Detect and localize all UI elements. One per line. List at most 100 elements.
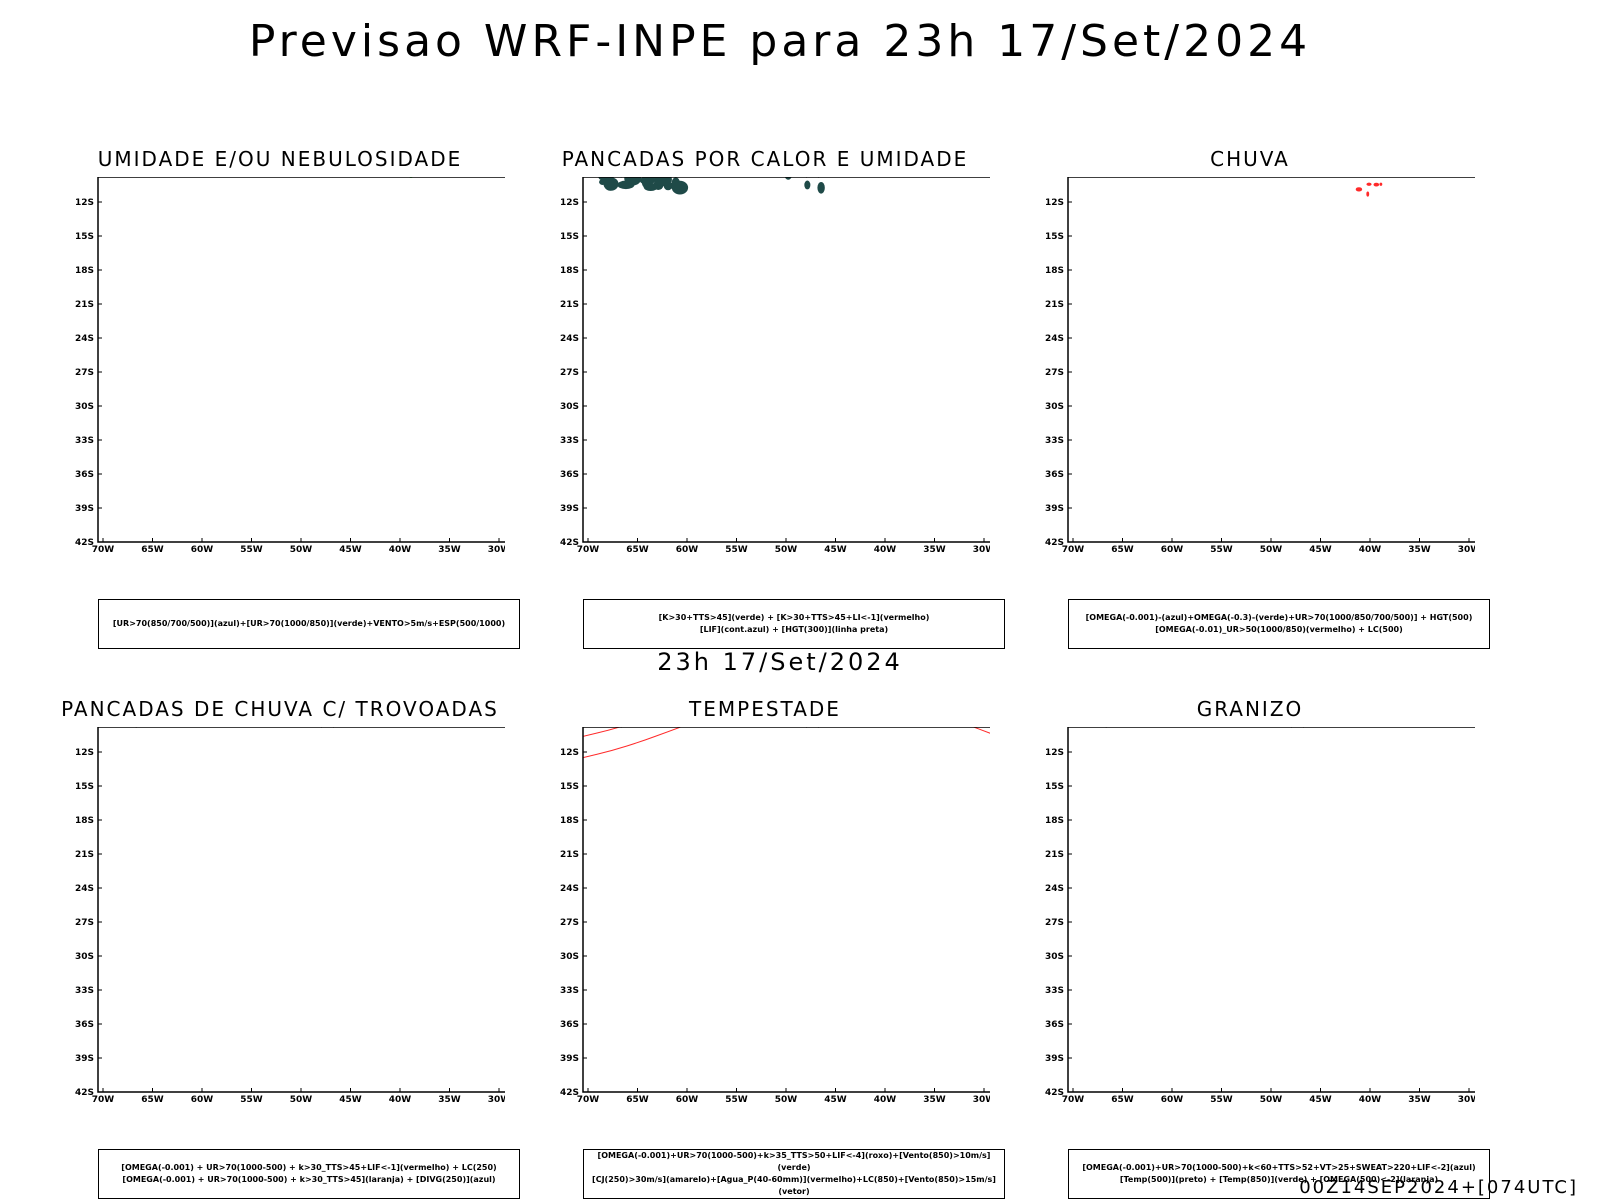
lon-tick-label: 65W xyxy=(141,1095,164,1105)
legend-line: [LIF](cont.azul) + [HGT(300)](linha pret… xyxy=(699,625,889,634)
map-pancadas-calor: 9600952096009600952095209440944093609280… xyxy=(540,177,990,589)
lat-tick-label: 24S xyxy=(560,334,579,344)
lon-tick-label: 35W xyxy=(438,545,461,555)
lat-tick-label: 21S xyxy=(75,850,94,860)
lon-tick-label: 45W xyxy=(824,545,847,555)
lat-tick-label: 30S xyxy=(560,402,579,412)
lat-tick-label: 42S xyxy=(560,1088,579,1098)
lon-tick-label: 55W xyxy=(240,545,263,555)
lat-tick-label: 33S xyxy=(560,986,579,996)
time-subtitle: 23h 17/Set/2024 xyxy=(657,648,903,676)
panel-title: CHUVA xyxy=(1210,147,1290,171)
lat-tick-label: 33S xyxy=(1045,436,1064,446)
lon-tick-label: 40W xyxy=(389,1095,412,1105)
lat-tick-label: 18S xyxy=(560,816,579,826)
legend-line: [OMEGA(-0.001)-(azul)+OMEGA(-0.3)-(verde… xyxy=(1085,613,1473,622)
lat-tick-label: 42S xyxy=(75,1088,94,1098)
lat-tick-label: 27S xyxy=(560,918,579,928)
lat-tick-label: 30S xyxy=(1045,952,1064,962)
lon-tick-label: 65W xyxy=(626,545,649,555)
lat-tick-label: 39S xyxy=(75,504,94,514)
lat-tick-label: 39S xyxy=(1045,1054,1064,1064)
legend-line: [OMEGA(-0.001) + UR>70(1000-500) + k>30_… xyxy=(121,1163,497,1172)
panel-umidade: UMIDADE E/OU NEBULOSIDADE 10121012101210… xyxy=(55,147,520,649)
lon-tick-label: 55W xyxy=(240,1095,263,1105)
lon-tick-label: 55W xyxy=(725,1095,748,1105)
legend-line: [K>30+TTS>45](verde) + [K>30+TTS>45+LI<-… xyxy=(658,613,930,622)
lat-tick-label: 36S xyxy=(1045,470,1064,480)
lon-tick-label: 70W xyxy=(1062,1095,1085,1105)
lon-tick-label: 35W xyxy=(923,545,946,555)
panel-legend: [OMEGA(-0.001)+UR>70(1000-500)+k<60+TTS>… xyxy=(1068,1149,1490,1199)
lon-tick-label: 50W xyxy=(290,1095,313,1105)
legend-line: [OMEGA(-0.001)+UR>70(1000-500)+k>35_TTS>… xyxy=(597,1151,991,1172)
panel-title: TEMPESTADE xyxy=(689,697,841,721)
lat-tick-label: 12S xyxy=(1045,198,1064,208)
lat-tick-label: 33S xyxy=(560,436,579,446)
lat-tick-label: 39S xyxy=(560,1054,579,1064)
main-title: Previsao WRF-INPE para 23h 17/Set/2024 xyxy=(248,16,1312,67)
lat-tick-label: 30S xyxy=(75,952,94,962)
lat-tick-label: 39S xyxy=(1045,504,1064,514)
lon-tick-label: 30W xyxy=(973,1095,990,1105)
lon-tick-label: 70W xyxy=(577,545,600,555)
lon-tick-label: 70W xyxy=(92,1095,115,1105)
panel-legend: [UR>70(850/700/500)](azul)+[UR>70(1000/8… xyxy=(98,599,520,649)
lon-tick-label: 50W xyxy=(1260,1095,1283,1105)
lat-tick-label: 24S xyxy=(75,334,94,344)
lon-tick-label: 55W xyxy=(1210,1095,1233,1105)
lon-tick-label: 50W xyxy=(775,1095,798,1105)
lat-tick-label: 12S xyxy=(75,198,94,208)
lat-tick-label: 18S xyxy=(560,266,579,276)
lat-tick-label: 18S xyxy=(1045,816,1064,826)
map-tempestade: 12S 15S 18S 21S 24S 27S 30S 33S 36S 39S 42S 70W 65W 6… xyxy=(540,727,990,1139)
lat-tick-label: 36S xyxy=(1045,1020,1064,1030)
lat-tick-label: 12S xyxy=(560,198,579,208)
legend-line: [OMEGA(-0.001)+UR>70(1000-500)+k<60+TTS>… xyxy=(1082,1163,1476,1172)
panel-title: GRANIZO xyxy=(1196,697,1304,721)
lat-tick-label: 36S xyxy=(560,1020,579,1030)
lat-tick-label: 24S xyxy=(1045,884,1064,894)
legend-line: [OMEGA(-0.001) + UR>70(1000-500) + k>30_… xyxy=(122,1175,496,1184)
lat-tick-label: 15S xyxy=(1045,232,1064,242)
lon-tick-label: 50W xyxy=(775,545,798,555)
lat-tick-label: 12S xyxy=(1045,748,1064,758)
lon-tick-label: 45W xyxy=(339,1095,362,1105)
lon-tick-label: 35W xyxy=(438,1095,461,1105)
lat-tick-label: 24S xyxy=(75,884,94,894)
lon-tick-label: 60W xyxy=(676,1095,699,1105)
lat-tick-label: 27S xyxy=(75,368,94,378)
map-granizo: -6-12-15-18-21-12-15-18-21-24-27-1512S15… xyxy=(1025,727,1475,1139)
lat-tick-label: 18S xyxy=(75,816,94,826)
run-footer: 00Z14SEP2024+[074UTC] xyxy=(1299,1177,1578,1198)
panel-legend: [OMEGA(-0.001)-(azul)+OMEGA(-0.3)-(verde… xyxy=(1068,599,1490,649)
lon-tick-label: 65W xyxy=(626,1095,649,1105)
legend-line: [OMEGA(-0.01)_UR>50(1000/850)(vermelho) … xyxy=(1155,625,1403,634)
lon-tick-label: 45W xyxy=(339,545,362,555)
lon-tick-label: 65W xyxy=(1111,545,1134,555)
lon-tick-label: 40W xyxy=(389,545,412,555)
panel-legend: [OMEGA(-0.001)+UR>70(1000-500)+k>35_TTS>… xyxy=(583,1149,1005,1199)
panel-title: PANCADAS POR CALOR E UMIDADE xyxy=(561,147,969,171)
lon-tick-label: 40W xyxy=(874,545,897,555)
lon-tick-label: 60W xyxy=(1161,545,1184,555)
lat-tick-label: 30S xyxy=(75,402,94,412)
lon-tick-label: 30W xyxy=(488,545,505,555)
lon-tick-label: 70W xyxy=(577,1095,600,1105)
lat-tick-label: 36S xyxy=(75,470,94,480)
lon-tick-label: 60W xyxy=(191,1095,214,1105)
lon-tick-label: 45W xyxy=(1309,545,1332,555)
lat-tick-label: 24S xyxy=(1045,334,1064,344)
lon-tick-label: 55W xyxy=(725,545,748,555)
panel-legend: [OMEGA(-0.001) + UR>70(1000-500) + k>30_… xyxy=(98,1149,520,1199)
lon-tick-label: 30W xyxy=(1458,545,1475,555)
lon-tick-label: 35W xyxy=(1408,545,1431,555)
lat-tick-label: 42S xyxy=(1045,538,1064,548)
lon-tick-label: 50W xyxy=(1260,545,1283,555)
panel-chuva: CHUVA 5885825795765735705675645735705675… xyxy=(1025,147,1490,649)
panel-pancadas-calor: PANCADAS POR CALOR E UMIDADE 96009520960… xyxy=(540,147,1005,649)
lon-tick-label: 40W xyxy=(874,1095,897,1105)
lat-tick-label: 42S xyxy=(75,538,94,548)
lat-tick-label: 27S xyxy=(1045,368,1064,378)
panel-title: PANCADAS DE CHUVA C/ TROVOADAS xyxy=(61,697,499,721)
